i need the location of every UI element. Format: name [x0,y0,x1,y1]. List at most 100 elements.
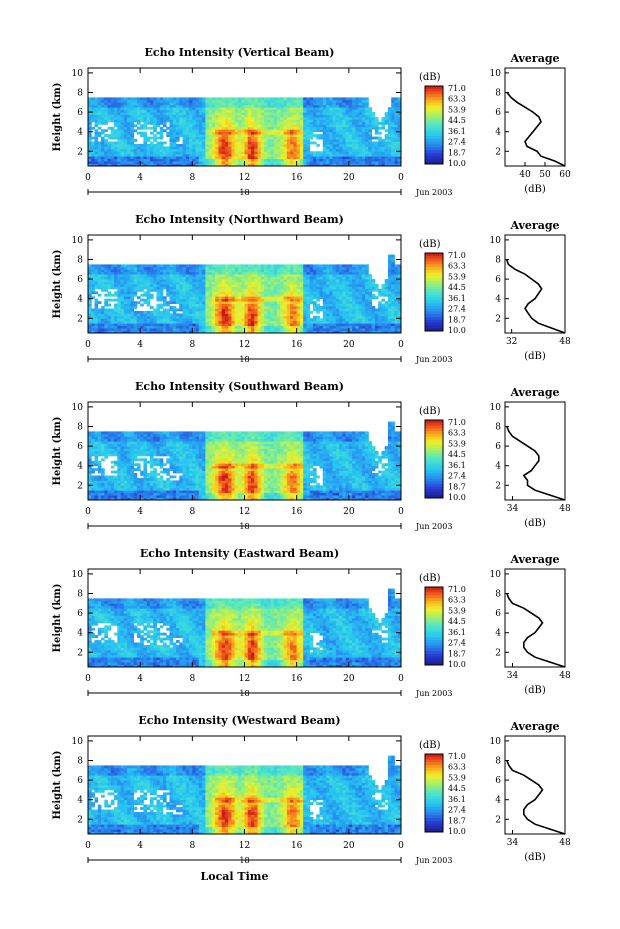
heatmap-cell [270,156,275,160]
heatmap-cell [329,315,333,319]
heatmap-cell [192,271,196,275]
heatmap-cell [290,286,294,290]
heatmap-cell [189,328,193,331]
heatmap-cell [345,323,350,327]
heatmap-cell [283,139,288,142]
heatmap-cell [361,129,366,133]
heatmap-cell [159,279,164,282]
heatmap-cell [322,266,327,270]
heatmap-cell [88,153,92,157]
heatmap-cell [172,104,177,108]
heatmap-cell [221,296,226,300]
heatmap-cell [286,99,291,103]
heatmap-cell [397,104,402,108]
heatmap-cell [218,274,223,278]
heatmap-cell [195,318,200,322]
heatmap-cell [329,102,333,106]
heatmap-cell [91,276,95,280]
heatmap-cell [224,266,229,270]
heatmap-cell [371,124,376,128]
heatmap-cell [237,134,242,137]
heatmap-cell [97,131,102,135]
heatmap-cell [394,143,399,147]
heatmap-cell [195,325,200,329]
heatmap-cell [342,141,346,145]
heatmap-cell [303,281,307,285]
heatmap-cell [198,330,203,334]
heatmap-cell [156,151,161,155]
heatmap-cell [251,141,255,145]
heatmap-cell [218,139,223,142]
heatmap-cell [176,131,180,135]
heatmap-cell [264,107,268,111]
heatmap-cell [133,313,138,317]
heatmap-cell [286,124,291,128]
heatmap-cell [387,117,392,120]
heatmap-cell [211,315,216,319]
heatmap-cell [231,323,236,327]
heatmap-cell [352,301,356,304]
heatmap-cell [215,284,219,287]
heatmap-cell [332,102,337,106]
heatmap-cell [299,146,304,150]
heatmap-cell [234,102,239,106]
heatmap-cell [316,136,320,140]
heatmap-cell [332,264,337,268]
heatmap-cell [224,293,229,297]
heatmap-cell [169,296,174,300]
heatmap-cell [361,99,366,103]
heatmap-cell [140,264,144,268]
heatmap-cell [306,129,311,133]
heatmap-cell [101,117,105,120]
heatmap-cell [283,303,288,307]
heatmap-cell [231,131,236,135]
heatmap-cell [247,129,252,133]
heatmap-cell [283,266,288,270]
heatmap-cell [88,102,92,106]
heatmap-cell [303,114,307,118]
heatmap-cell [322,313,327,317]
heatmap-cell [224,117,229,120]
heatmap-cell [244,301,249,304]
heatmap-cell [88,313,92,317]
heatmap-cell [368,148,373,152]
heatmap-cell [136,131,141,135]
heatmap-cell [316,288,320,292]
heatmap-cell [286,158,291,162]
colorbar-segment [425,86,443,90]
heatmap-cell [130,266,135,270]
heatmap-cell [153,158,157,162]
heatmap-cell [172,296,177,300]
heatmap-cell [211,330,216,334]
heatmap-cell [267,163,271,167]
heatmap-cell [348,318,353,322]
heatmap-cell [283,274,288,278]
heatmap-cell [345,293,350,297]
heatmap-cell [234,288,239,292]
heatmap-cell [319,288,324,292]
heatmap-cell [299,293,304,297]
heatmap-cell [159,119,164,123]
heatmap-cell [247,134,252,137]
heatmap-cell [273,119,278,123]
heatmap-cell [140,315,144,319]
heatmap-cell [149,284,154,287]
heatmap-cell [198,151,203,155]
heatmap-cell [371,146,376,150]
heatmap-cell [162,328,167,331]
heatmap-cell [332,281,337,285]
heatmap-cell [110,281,115,285]
heatmap-cell [352,296,356,300]
heatmap-cell [299,141,304,145]
heatmap-cell [237,318,242,322]
heatmap-cell [107,119,112,123]
heatmap-cell [365,274,369,278]
heatmap-cell [224,136,229,140]
heatmap-cell [224,306,229,309]
heatmap-cell [312,141,317,145]
heatmap-cell [270,330,275,334]
heatmap-cell [208,266,213,270]
heatmap-cell [277,291,281,295]
heatmap-cell [195,104,200,108]
